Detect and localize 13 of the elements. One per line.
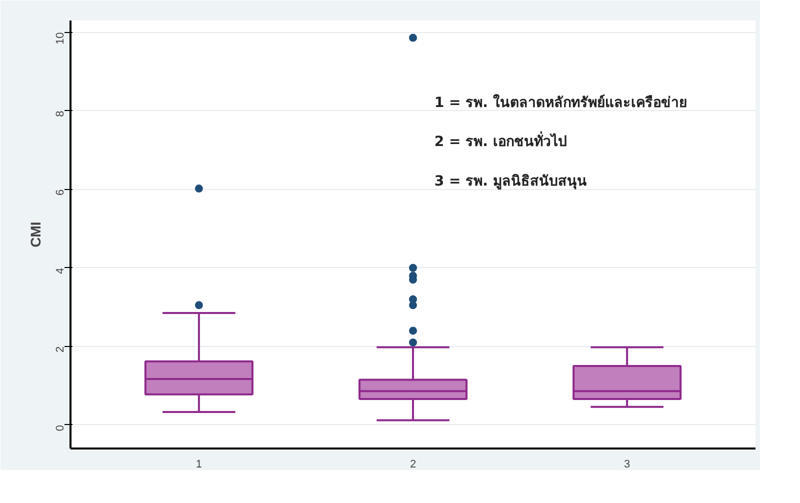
annotation: 1 = รพ. ในตลาดหลักทรัพย์และเครือข่าย xyxy=(434,92,687,111)
annotation: 2 = รพ. เอกชนทั่วไป xyxy=(434,131,567,150)
y-tick-label: 0 xyxy=(54,424,66,432)
x-tick-label: 2 xyxy=(410,458,416,470)
y-axis-title: CMI xyxy=(28,222,44,248)
x-tick-label: 1 xyxy=(196,458,202,470)
y-tick-label: 10 xyxy=(54,32,66,45)
y-tick-label: 4 xyxy=(54,268,66,274)
annotation: 3 = รพ. มูลนิธิสนับสนุน xyxy=(434,173,587,190)
y-tick-label: 6 xyxy=(54,189,66,196)
y-tick-label: 8 xyxy=(54,110,66,117)
x-tick-label: 3 xyxy=(624,458,630,470)
y-tick-label: 2 xyxy=(54,346,66,353)
